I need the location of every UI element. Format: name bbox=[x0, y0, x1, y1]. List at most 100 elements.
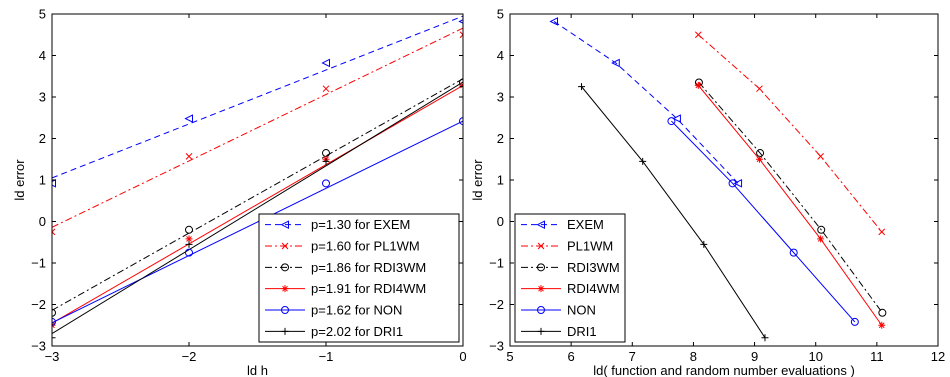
marker-triangle bbox=[672, 114, 681, 123]
marker-asterisk bbox=[185, 235, 193, 243]
marker-x bbox=[694, 31, 702, 39]
marker-circle bbox=[322, 179, 330, 188]
legend-label-4: p=1.91 for RDI4WM bbox=[311, 281, 426, 296]
marker-x bbox=[185, 152, 193, 160]
legend-label-3: p=1.86 for RDI3WM bbox=[311, 260, 426, 275]
legend-label-1: p=1.30 for EXEM bbox=[311, 217, 410, 232]
series-line-3 bbox=[698, 82, 883, 314]
y-tick-label: −2 bbox=[489, 297, 504, 312]
x-axis-label: ld( function and random number evaluatio… bbox=[593, 363, 855, 377]
x-tick-label: −2 bbox=[182, 349, 197, 364]
marker-triangle bbox=[280, 220, 289, 229]
series-markers-6 bbox=[52, 83, 463, 342]
legend-label-5: NON bbox=[567, 303, 596, 318]
series-markers-1 bbox=[549, 17, 743, 188]
marker-circle bbox=[281, 306, 289, 314]
y-tick-label: −1 bbox=[31, 256, 46, 271]
marker-circle bbox=[185, 248, 193, 257]
data-layer bbox=[52, 15, 463, 342]
x-tick-label: 5 bbox=[506, 349, 513, 364]
marker-plus bbox=[761, 334, 769, 342]
legend-label-4: RDI4WM bbox=[567, 281, 620, 296]
legend-label-2: PL1WM bbox=[567, 239, 613, 254]
marker-plus bbox=[459, 83, 463, 91]
marker-plus bbox=[537, 327, 545, 335]
y-tick-label: −1 bbox=[489, 256, 504, 271]
x-tick-label: 12 bbox=[931, 349, 945, 364]
legend-label-5: p=1.62 for NON bbox=[311, 303, 402, 318]
series-line-5 bbox=[671, 120, 856, 323]
y-tick-label: 1 bbox=[497, 173, 504, 188]
x-tick-label: −1 bbox=[319, 349, 334, 364]
marker-x bbox=[537, 242, 545, 250]
y-tick-label: 3 bbox=[39, 90, 46, 105]
x-tick-label: 10 bbox=[808, 349, 822, 364]
marker-triangle bbox=[549, 17, 559, 26]
y-tick-label: 5 bbox=[497, 7, 504, 22]
legend: p=1.30 for EXEM p=1.60 for PL1WM p=1.86 fo… bbox=[258, 213, 460, 343]
marker-triangle bbox=[52, 179, 56, 188]
marker-x bbox=[281, 242, 289, 250]
marker-x bbox=[322, 85, 330, 93]
legend-label-6: p=2.02 for DRI1 bbox=[311, 324, 403, 339]
x-tick-label: 9 bbox=[751, 349, 758, 364]
marker-triangle bbox=[733, 179, 743, 188]
marker-x bbox=[878, 228, 886, 236]
marker-asterisk bbox=[755, 155, 763, 163]
marker-circle bbox=[537, 306, 545, 314]
series-line-5 bbox=[52, 120, 463, 324]
series-line-2 bbox=[52, 27, 463, 228]
series-line-6 bbox=[581, 86, 766, 338]
series-line-4 bbox=[697, 85, 883, 326]
marker-circle bbox=[728, 179, 737, 188]
marker-plus bbox=[52, 334, 56, 342]
series-markers-2 bbox=[694, 31, 886, 236]
marker-asterisk bbox=[281, 285, 289, 293]
y-axis-label: ld error bbox=[470, 159, 485, 201]
marker-plus bbox=[185, 240, 193, 248]
series-line-1 bbox=[52, 15, 463, 179]
chart-panel-1: −3 −2 −1 0 −3 −2 −1 0 1 2 3 4 5 ld h ld error p=1.30 fo… bbox=[12, 7, 467, 377]
marker-circle bbox=[817, 225, 826, 234]
marker-circle bbox=[52, 308, 56, 317]
marker-circle bbox=[52, 317, 56, 326]
marker-plus bbox=[322, 157, 330, 165]
marker-plus bbox=[639, 157, 647, 165]
marker-plus bbox=[578, 83, 586, 91]
legend-label-2: p=1.60 for PL1WM bbox=[311, 239, 420, 254]
series-line-6 bbox=[52, 81, 463, 334]
legend: EXEM PL1WM RDI3WM RDI4WM NON DRI1 bbox=[514, 213, 626, 343]
y-axis-label: ld error bbox=[12, 159, 27, 201]
legend-label-3: RDI3WM bbox=[567, 260, 620, 275]
marker-plus bbox=[281, 327, 289, 335]
x-tick-label: 11 bbox=[870, 349, 884, 364]
marker-plus bbox=[700, 240, 708, 248]
marker-circle bbox=[878, 308, 887, 317]
marker-x bbox=[817, 152, 824, 160]
legend-box bbox=[514, 213, 626, 343]
x-tick-label: 6 bbox=[568, 349, 575, 364]
data-layer bbox=[549, 17, 887, 342]
series-line-4 bbox=[52, 84, 463, 324]
y-tick-label: 4 bbox=[497, 48, 504, 63]
x-tick-label: 0 bbox=[459, 349, 466, 364]
y-tick-label: −3 bbox=[31, 339, 46, 354]
series-line-3 bbox=[52, 78, 463, 311]
series-markers-4 bbox=[694, 81, 886, 329]
marker-asterisk bbox=[537, 285, 545, 293]
series-markers-5 bbox=[52, 117, 463, 326]
y-tick-label: 1 bbox=[39, 173, 46, 188]
marker-triangle bbox=[184, 114, 193, 123]
marker-circle bbox=[789, 248, 798, 257]
marker-circle bbox=[281, 263, 289, 272]
series-line-1 bbox=[553, 21, 739, 184]
legend-label-6: DRI1 bbox=[567, 324, 597, 339]
y-tick-label: 4 bbox=[39, 48, 46, 63]
marker-circle bbox=[459, 78, 463, 87]
series-markers-1 bbox=[52, 19, 463, 188]
marker-triangle bbox=[611, 58, 620, 68]
y-tick-label: 3 bbox=[497, 90, 504, 105]
marker-circle bbox=[459, 117, 463, 126]
x-tick-label: −3 bbox=[45, 349, 60, 364]
marker-circle bbox=[756, 149, 765, 158]
